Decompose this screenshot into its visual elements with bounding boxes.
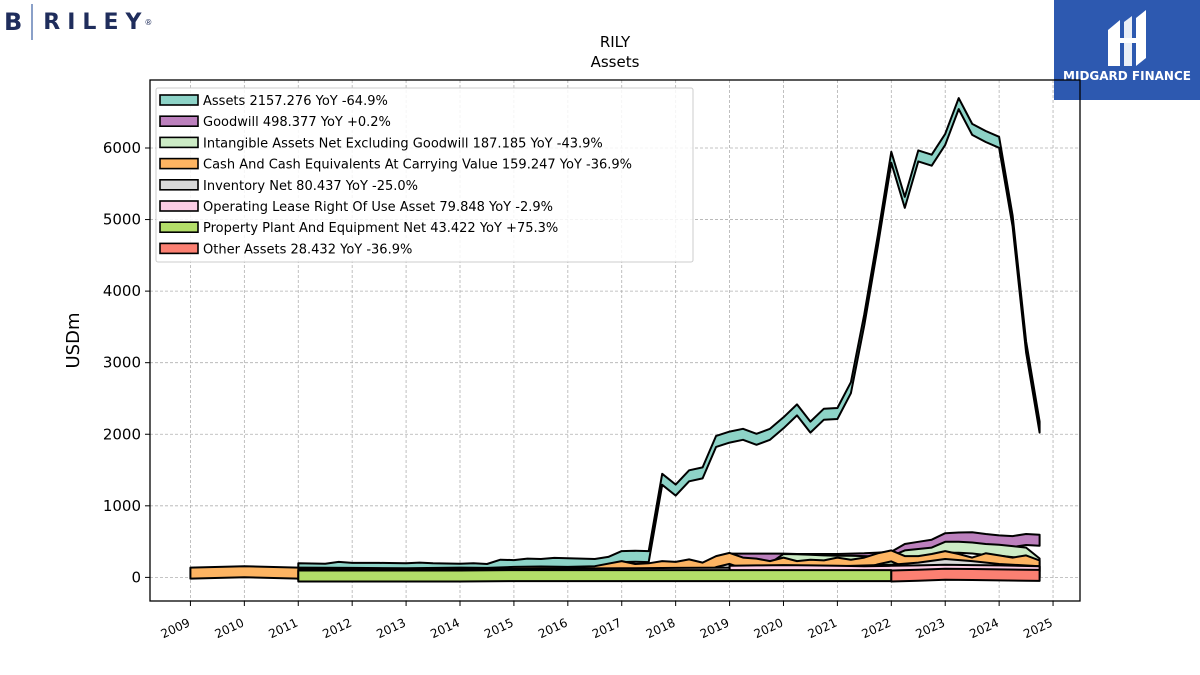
legend-swatch [159, 136, 199, 149]
x-tick-label: 2025 [1021, 616, 1055, 642]
x-tick-label: 2011 [266, 616, 300, 642]
riley-logo-mark: ® [144, 17, 153, 27]
midgard-emblem-icon [1108, 10, 1146, 66]
legend-swatch [159, 200, 199, 212]
y-tick-label: 0 [131, 568, 141, 586]
riley-logo-letter: B [4, 8, 24, 36]
x-tick-label: 2023 [913, 616, 947, 642]
series-band-property-plant-and-equipment-net [297, 569, 893, 583]
legend-swatch [159, 242, 199, 255]
y-tick-label: 3000 [103, 354, 141, 372]
legend-entry: Cash And Cash Equivalents At Carrying Va… [203, 158, 632, 173]
x-tick-label: 2014 [428, 616, 462, 642]
legend-entry: Operating Lease Right Of Use Asset 79.84… [203, 200, 553, 215]
midgard-finance-logo: MIDGARD FINANCE [1054, 0, 1200, 100]
x-tick-label: 2016 [536, 616, 570, 642]
x-tick-label: 2019 [698, 616, 732, 642]
y-tick-label: 2000 [103, 425, 141, 443]
plot-frame [149, 79, 1081, 602]
chart-subtitle: Assets [591, 53, 640, 71]
x-tick-label: 2018 [644, 616, 678, 642]
legend-entry: Intangible Assets Net Excluding Goodwill… [203, 136, 603, 151]
x-tick-label: 2012 [320, 616, 354, 642]
legend-entry: Assets 2157.276 YoY -64.9% [203, 94, 388, 109]
y-axis-label: USDm [63, 313, 84, 369]
x-tick-label: 2013 [374, 616, 408, 642]
x-tick-label: 2020 [752, 616, 786, 642]
x-tick-label: 2024 [967, 616, 1001, 642]
x-tick-label: 2022 [860, 616, 894, 642]
legend-entry: Other Assets 28.432 YoY -36.9% [203, 242, 412, 257]
legend-swatch [159, 221, 199, 233]
series-band-other-assets [890, 567, 1041, 583]
x-tick-label: 2010 [213, 616, 247, 642]
y-tick-label: 4000 [103, 282, 141, 300]
riley-logo-divider [31, 4, 34, 40]
x-tick-label: 2015 [482, 616, 516, 642]
legend-entry: Inventory Net 80.437 YoY -25.0% [203, 179, 418, 194]
legend-entry: Goodwill 498.377 YoY +0.2% [203, 115, 391, 130]
legend-swatch [159, 179, 199, 191]
riley-logo-word: RILEY [43, 9, 149, 35]
x-tick-label: 2017 [590, 616, 624, 642]
legend-swatch [159, 94, 199, 106]
legend: Assets 2157.276 YoY -64.9% Goodwill 498.3… [155, 87, 694, 263]
series-areas [189, 97, 1041, 583]
legend-swatch [159, 157, 199, 170]
x-tick-label: 2009 [159, 616, 193, 642]
chart-title: RILY [600, 33, 631, 51]
x-tick-label: 2021 [806, 616, 840, 642]
y-tick-label: 1000 [103, 497, 141, 515]
legend-entry: Property Plant And Equipment Net 43.422 … [203, 221, 558, 236]
legend-swatch [159, 115, 199, 127]
y-tick-label: 5000 [103, 211, 141, 229]
y-tick-label: 6000 [103, 139, 141, 157]
riley-logo: B RILEY ® [4, 4, 152, 40]
midgard-finance-name: MIDGARD FINANCE [1063, 69, 1191, 83]
legend-box [155, 87, 694, 263]
